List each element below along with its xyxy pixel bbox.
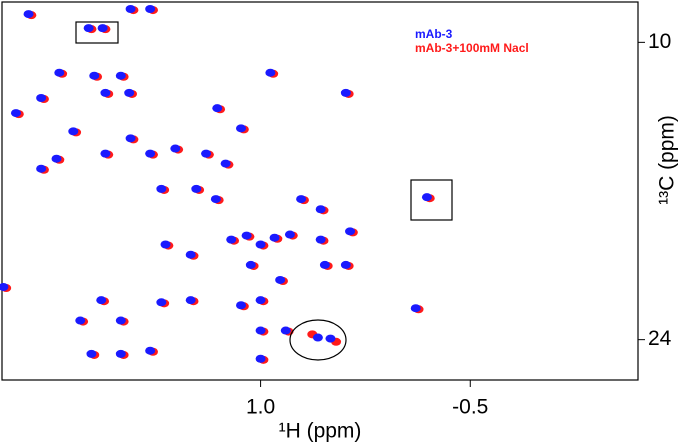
peak: [0, 282, 9, 291]
y-tick-label: 10: [648, 30, 671, 53]
peak: [241, 231, 252, 240]
peak: [89, 71, 100, 80]
peak: [315, 235, 326, 244]
annotation-circle: [289, 319, 347, 361]
peak: [185, 296, 196, 305]
peaks: [0, 5, 435, 364]
peak: [145, 149, 156, 158]
peak: [212, 104, 223, 113]
x-tick-label: 1.0: [246, 396, 275, 419]
peak: [185, 250, 196, 259]
y-tick-label: 24: [648, 327, 672, 350]
peak: [315, 205, 326, 214]
peak: [100, 149, 111, 158]
peak: [125, 5, 136, 14]
peak: [36, 164, 47, 173]
peak: [340, 88, 351, 97]
peak: [345, 227, 356, 236]
peak: [51, 154, 62, 163]
peak: [245, 260, 256, 269]
peak: [220, 159, 231, 168]
peak: [124, 88, 135, 97]
peak: [145, 5, 156, 14]
peak: [255, 240, 266, 249]
peak: [83, 24, 94, 33]
x-tick-label: -0.5: [452, 396, 488, 419]
peak: [280, 326, 291, 335]
peak: [236, 301, 247, 310]
peak: [23, 10, 34, 19]
peak: [160, 240, 171, 249]
peak: [255, 296, 266, 305]
peak: [145, 346, 156, 355]
peak: [421, 193, 432, 202]
peak: [275, 275, 286, 284]
y-axis-title: ¹³C (ppm): [656, 115, 679, 205]
peak: [115, 316, 126, 325]
peak: [284, 230, 295, 239]
peak: [54, 68, 65, 77]
plot-frame: [1, 1, 639, 381]
peak: [96, 296, 107, 305]
peak: [170, 144, 181, 153]
peak: [236, 124, 247, 133]
peak: [226, 235, 237, 244]
legend-entry: mAb-3: [415, 27, 453, 41]
peak: [191, 184, 202, 193]
peak: [100, 88, 111, 97]
peak: [210, 195, 221, 204]
peak: [68, 127, 79, 136]
peak: [115, 71, 126, 80]
peak: [296, 195, 307, 204]
peak: [97, 24, 108, 33]
peak: [255, 326, 266, 335]
peak: [115, 349, 126, 358]
peak: [75, 316, 86, 325]
peak: [156, 298, 167, 307]
peak: [319, 260, 330, 269]
peak: [265, 68, 276, 77]
peak: [86, 349, 97, 358]
peak: [10, 109, 21, 118]
peak: [36, 93, 47, 102]
legend-entry: mAb-3+100mM Nacl: [415, 41, 529, 55]
peak: [156, 184, 167, 193]
annotation-box: [410, 179, 453, 221]
peak: [125, 134, 136, 143]
x-axis-title: ¹H (ppm): [279, 420, 362, 443]
peak: [325, 334, 336, 343]
annotation-box: [75, 21, 119, 44]
peak: [340, 260, 351, 269]
peak: [312, 333, 323, 342]
peak: [269, 233, 280, 242]
peak: [255, 354, 266, 363]
peak: [201, 149, 212, 158]
peak: [410, 304, 421, 313]
